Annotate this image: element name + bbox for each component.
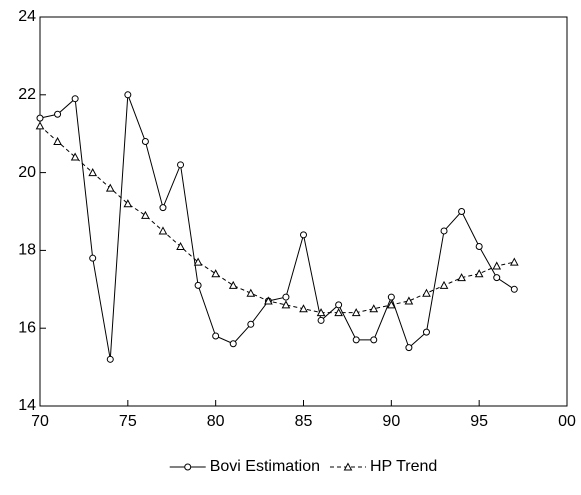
data-point bbox=[439, 280, 449, 289]
data-point bbox=[88, 168, 98, 177]
data-point bbox=[492, 261, 502, 270]
x-tick-label: 70 bbox=[31, 413, 49, 430]
data-point bbox=[316, 308, 326, 317]
data-point bbox=[422, 288, 431, 297]
data-point bbox=[386, 300, 396, 309]
data-point bbox=[370, 336, 378, 344]
data-point bbox=[123, 199, 133, 208]
data-point bbox=[509, 257, 519, 266]
data-point bbox=[317, 316, 325, 324]
legend: Bovi Estimation HP Trend bbox=[169, 458, 437, 475]
data-point bbox=[106, 355, 114, 363]
data-point bbox=[334, 308, 343, 317]
data-point bbox=[193, 257, 203, 266]
data-point bbox=[159, 204, 167, 212]
legend-label: HP Trend bbox=[370, 458, 437, 475]
data-point bbox=[351, 308, 361, 317]
data-point bbox=[124, 91, 132, 99]
data-point bbox=[35, 121, 45, 130]
data-point bbox=[71, 95, 79, 103]
x-tick-label: 95 bbox=[470, 413, 488, 430]
x-tick-label: 85 bbox=[295, 413, 313, 430]
x-tick-label: 90 bbox=[382, 413, 400, 430]
data-point bbox=[36, 114, 44, 122]
x-tick-label: 75 bbox=[119, 413, 137, 430]
data-point bbox=[54, 110, 62, 118]
data-point bbox=[70, 152, 80, 161]
plot-frame bbox=[39, 16, 568, 407]
legend-marker bbox=[343, 462, 353, 471]
data-point bbox=[177, 161, 185, 169]
data-point bbox=[474, 269, 484, 278]
y-tick-label: 18 bbox=[18, 242, 36, 259]
data-point bbox=[176, 241, 185, 251]
data-point bbox=[475, 243, 483, 251]
data-point bbox=[212, 332, 220, 340]
data-point bbox=[457, 273, 466, 282]
series-line bbox=[39, 125, 515, 314]
data-point bbox=[422, 328, 430, 336]
data-point bbox=[194, 281, 202, 289]
data-point bbox=[493, 274, 501, 282]
data-point bbox=[264, 296, 273, 305]
y-tick-label: 16 bbox=[18, 319, 36, 336]
data-point bbox=[299, 304, 308, 313]
data-point bbox=[335, 301, 343, 309]
data-point bbox=[141, 137, 149, 145]
data-point bbox=[228, 280, 238, 289]
y-tick-label: 22 bbox=[18, 86, 36, 103]
data-point bbox=[510, 285, 518, 293]
data-point bbox=[282, 293, 290, 301]
data-point bbox=[141, 210, 150, 219]
data-point bbox=[352, 336, 360, 344]
data-point bbox=[247, 320, 255, 328]
x-tick-label: 80 bbox=[207, 413, 225, 430]
y-tick-label: 14 bbox=[18, 397, 36, 414]
data-point bbox=[229, 340, 237, 348]
data-point bbox=[300, 231, 307, 239]
data-point bbox=[158, 226, 168, 235]
data-point bbox=[387, 293, 395, 301]
data-point bbox=[404, 296, 414, 305]
series-line bbox=[39, 94, 515, 360]
data-point bbox=[440, 227, 448, 235]
data-point bbox=[458, 208, 466, 215]
data-point bbox=[369, 304, 379, 313]
data-point bbox=[89, 254, 97, 262]
data-point bbox=[281, 300, 291, 309]
y-tick-label: 24 bbox=[18, 8, 36, 25]
data-point bbox=[105, 183, 115, 192]
data-point bbox=[53, 136, 62, 145]
x-tick-label: 00 bbox=[558, 413, 576, 430]
legend-marker bbox=[184, 463, 192, 471]
y-tick-label: 20 bbox=[18, 164, 36, 181]
data-point bbox=[246, 288, 256, 297]
legend-label: Bovi Estimation bbox=[210, 458, 320, 475]
data-point bbox=[405, 344, 413, 352]
data-point bbox=[211, 269, 221, 278]
